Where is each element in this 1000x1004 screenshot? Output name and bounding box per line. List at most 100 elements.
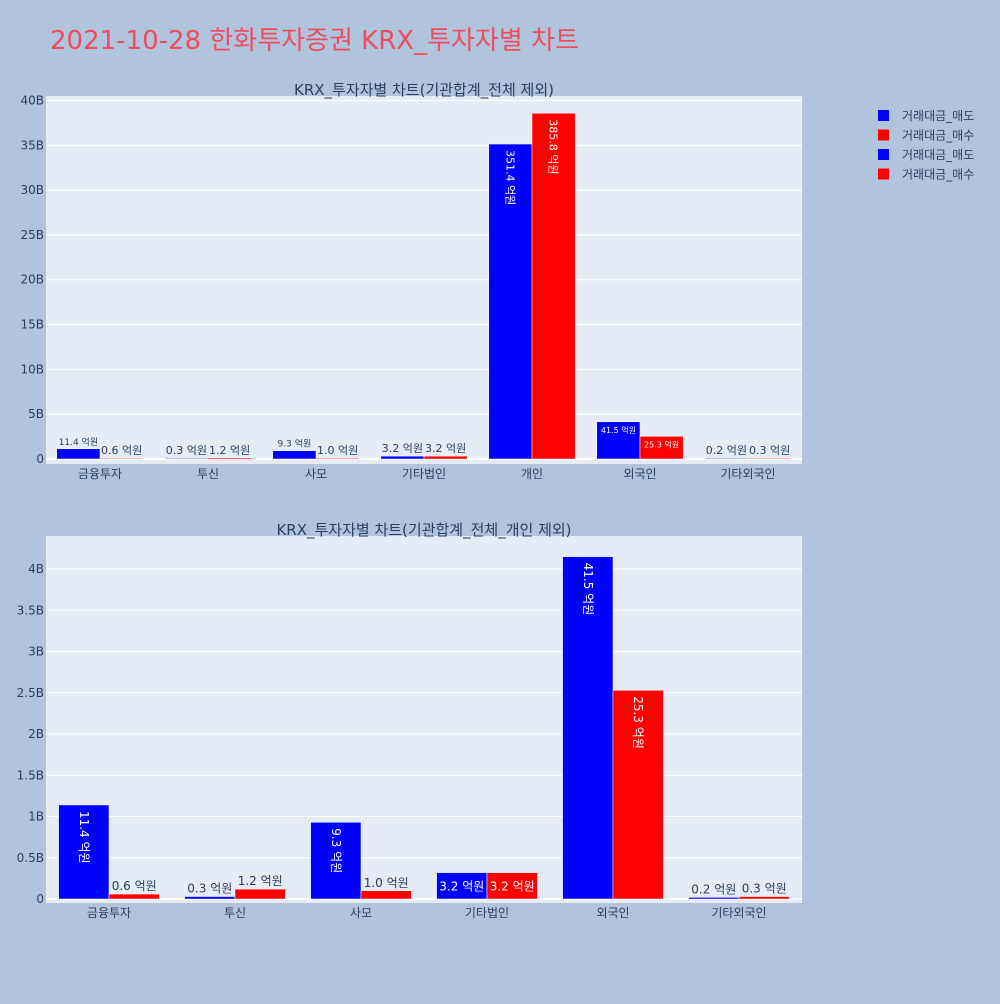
data-label: 3.2 억원 <box>382 442 423 455</box>
bar-buy[interactable] <box>108 893 160 900</box>
y-tick-label: 15B <box>20 318 44 332</box>
bar-sell[interactable] <box>704 457 749 460</box>
y-tick-label: 3B <box>28 645 44 659</box>
x-tick-label: 기타외국인 <box>711 906 766 920</box>
data-label: 0.6 억원 <box>112 879 157 893</box>
legend-label[interactable]: 거래대금_매수 <box>902 129 974 143</box>
data-label: 1.0 억원 <box>317 444 358 457</box>
x-tick-label: 기타외국인 <box>720 467 775 481</box>
data-label: 11.4 억원 <box>59 436 98 448</box>
bar-sell[interactable] <box>310 822 362 900</box>
x-tick-label: 투신 <box>197 467 219 481</box>
y-tick-label: 0 <box>36 452 44 466</box>
bar-buy[interactable] <box>360 890 412 900</box>
data-label: 0.6 억원 <box>101 444 142 457</box>
data-label: 0.3 억원 <box>749 444 790 457</box>
legend-swatch[interactable] <box>878 168 889 180</box>
data-label: 3.2 억원 <box>490 879 535 893</box>
x-tick-label: 기타법인 <box>402 467 446 481</box>
data-label: 25.3 억원 <box>644 439 679 449</box>
bar-sell[interactable] <box>56 448 101 460</box>
bar-buy[interactable] <box>207 457 252 460</box>
bar-buy[interactable] <box>315 457 360 460</box>
data-label: 25.3 억원 <box>631 696 645 749</box>
bar-buy[interactable] <box>234 888 286 900</box>
y-tick-label: 20B <box>20 273 44 287</box>
data-label: 0.3 억원 <box>187 882 232 896</box>
bar-buy[interactable] <box>738 896 790 900</box>
x-tick-label: 개인 <box>521 467 543 481</box>
data-label: 9.3 억원 <box>278 438 312 450</box>
chart-institution-total-excluded: 0 5B 10B 15B 20B 25B 30B 35B 40B KRX_투자자별 차트(기관합계… <box>20 81 802 481</box>
x-tick-label: 금융투자 <box>87 906 131 920</box>
data-label: 0.3 억원 <box>166 444 207 457</box>
plot-area <box>46 536 802 903</box>
x-tick-label: 금융투자 <box>78 467 122 481</box>
bar-sell[interactable] <box>488 143 533 460</box>
data-label: 0.3 억원 <box>742 882 787 896</box>
x-tick-label: 사모 <box>350 906 372 920</box>
chart-title: KRX_투자자별 차트(기관합계_전체 제외) <box>294 81 554 100</box>
x-tick-label: 투신 <box>224 906 246 920</box>
bar-buy[interactable] <box>612 690 664 900</box>
chart-institution-individual-excluded: 0 0.5B 1B 1.5B 2B 2.5B 3B 3.5B 4B KRX_투자자별 차트(기관합… <box>17 521 802 920</box>
legend-swatch[interactable] <box>878 149 889 160</box>
bar-buy[interactable] <box>747 457 792 460</box>
data-label: 1.2 억원 <box>209 444 250 457</box>
chart-title: KRX_투자자별 차트(기관합계_전체_개인 제외) <box>276 521 571 540</box>
x-tick-label: 외국인 <box>623 467 656 481</box>
legend-swatch[interactable] <box>878 129 889 141</box>
y-tick-label: 0.5B <box>17 851 44 865</box>
bar-sell[interactable] <box>562 556 614 900</box>
data-label: 41.5 억원 <box>581 563 595 616</box>
y-tick-label: 4B <box>28 562 44 576</box>
bar-sell[interactable] <box>272 450 317 460</box>
bar-sell[interactable] <box>380 455 425 460</box>
y-tick-label: 0 <box>36 892 44 906</box>
legend-swatch[interactable] <box>878 110 889 121</box>
y-tick-label: 5B <box>28 407 44 421</box>
bar-buy[interactable] <box>531 112 576 460</box>
bar-buy[interactable] <box>423 455 468 460</box>
y-tick-label: 40B <box>20 93 44 107</box>
page-title: 2021-10-28 한화투자증권 KRX_투자자별 차트 <box>50 26 579 56</box>
y-tick-label: 1.5B <box>17 768 44 782</box>
data-label: 351.4 억원 <box>503 150 516 205</box>
bar-buy[interactable] <box>99 457 144 460</box>
y-tick-label: 3.5B <box>17 603 44 617</box>
bar-sell[interactable] <box>436 872 488 900</box>
data-label: 1.0 억원 <box>364 876 409 890</box>
y-tick-label: 35B <box>20 138 44 152</box>
y-tick-label: 10B <box>20 362 44 376</box>
bar-sell[interactable] <box>688 897 740 900</box>
data-label: 0.2 억원 <box>706 444 747 457</box>
bar-buy[interactable] <box>639 436 684 460</box>
x-tick-label: 기타법인 <box>465 906 509 920</box>
data-label: 1.2 억원 <box>238 874 283 888</box>
data-label: 3.2 억원 <box>425 442 466 455</box>
legend-label[interactable]: 거래대금_매도 <box>902 109 974 123</box>
x-tick-label: 외국인 <box>596 906 629 920</box>
data-label: 385.8 억원 <box>547 119 560 174</box>
bar-sell[interactable] <box>164 457 209 460</box>
legend-label[interactable]: 거래대금_매도 <box>902 148 974 162</box>
y-tick-label: 25B <box>20 228 44 242</box>
y-tick-label: 1B <box>28 810 44 824</box>
bar-sell[interactable] <box>596 421 641 460</box>
y-tick-label: 30B <box>20 183 44 197</box>
y-tick-label: 2B <box>28 727 44 741</box>
data-label: 11.4 억원 <box>77 811 91 864</box>
data-label: 3.2 억원 <box>439 879 484 893</box>
bar-sell[interactable] <box>184 896 236 900</box>
data-label: 41.5 억원 <box>601 425 636 435</box>
x-tick-label: 사모 <box>305 467 327 481</box>
y-tick-label: 2.5B <box>17 686 44 700</box>
bar-buy[interactable] <box>486 872 538 900</box>
bar-sell[interactable] <box>58 804 110 900</box>
data-label: 0.2 억원 <box>691 882 736 896</box>
legend-label[interactable]: 거래대금_매수 <box>902 168 974 182</box>
data-label: 9.3 억원 <box>329 828 343 873</box>
